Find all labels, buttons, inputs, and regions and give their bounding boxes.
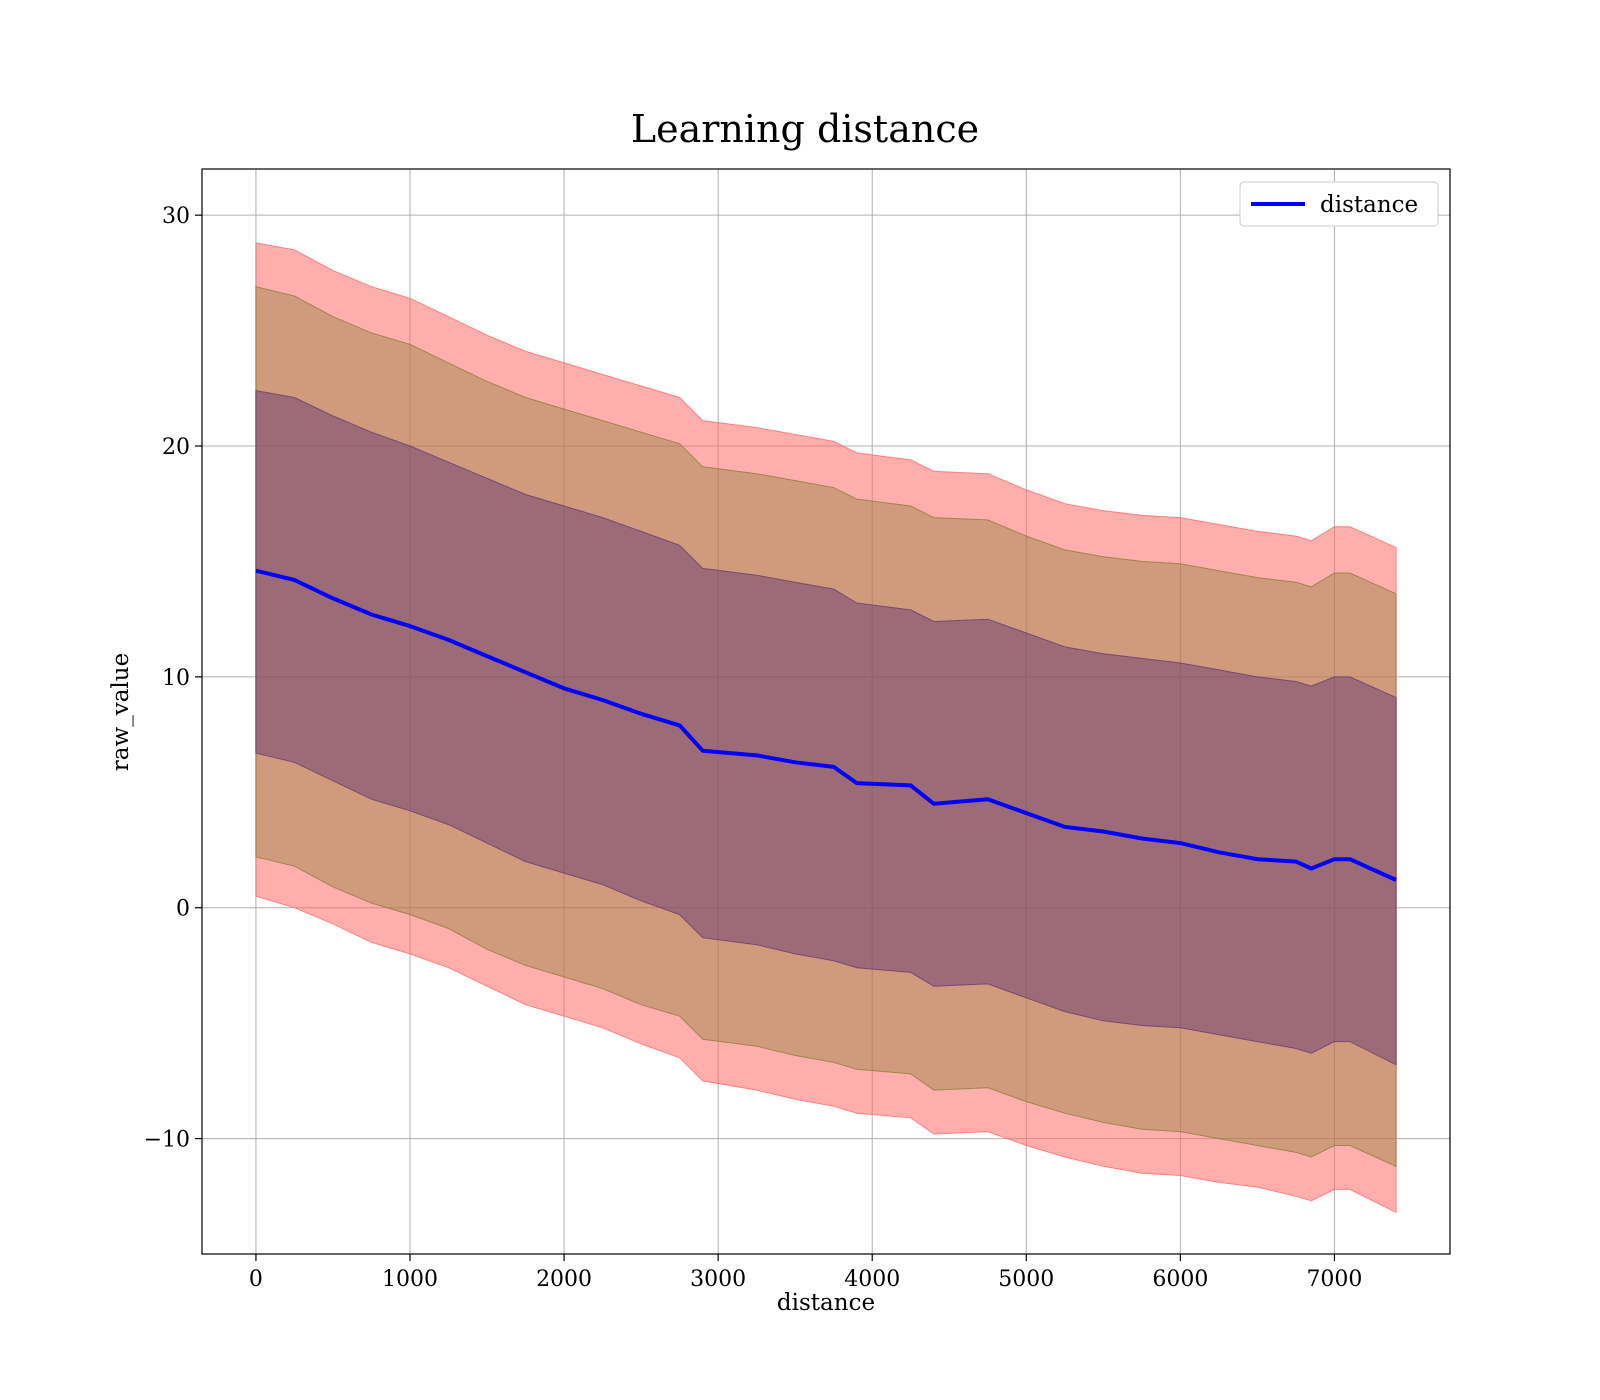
x-tick-label: 5000 (998, 1267, 1054, 1292)
x-tick-label: 0 (249, 1267, 263, 1292)
y-tick-label: 30 (162, 204, 190, 229)
y-tick-label: −10 (144, 1128, 190, 1153)
band-inner (255, 390, 1397, 1066)
y-tick-label: 10 (162, 666, 190, 691)
plot-frame (201, 168, 1451, 1255)
x-tick-label: 7000 (1306, 1267, 1362, 1292)
y-tick-label: 20 (162, 435, 190, 460)
x-tick-label: 2000 (536, 1267, 592, 1292)
series-lines (255, 568, 1397, 882)
y-axis: −10 0 10 20 30 (144, 204, 202, 1153)
legend: distance (1239, 181, 1439, 227)
x-tick-label: 4000 (844, 1267, 900, 1292)
chart-title: Learning distance (631, 107, 979, 151)
x-tick-label: 1000 (382, 1267, 438, 1292)
plot-area (201, 168, 1451, 1255)
x-tick-label: 3000 (690, 1267, 746, 1292)
y-axis-label: raw_value (108, 653, 134, 771)
y-tick-label: 0 (176, 897, 190, 922)
legend-box (1239, 181, 1439, 227)
confidence-bands (255, 242, 1397, 1214)
x-tick-label: 6000 (1152, 1267, 1208, 1292)
legend-entry-distance: distance (1320, 192, 1418, 218)
x-axis: 0 1000 2000 3000 4000 5000 6000 7000 (249, 1254, 1362, 1292)
series-line-distance (255, 568, 1397, 882)
x-axis-label: distance (777, 1290, 875, 1316)
